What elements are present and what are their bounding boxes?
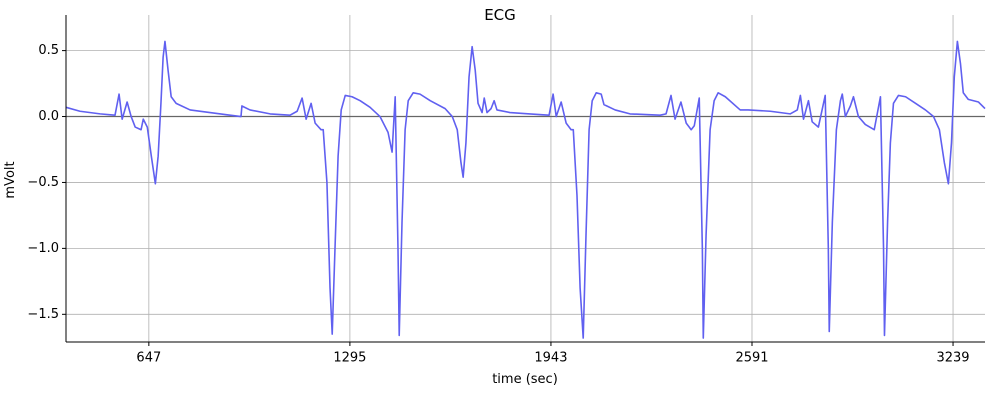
y-tick-label: −0.5 — [27, 175, 59, 190]
y-tick-label: −1.0 — [27, 241, 59, 256]
x-tick-label: 2591 — [735, 351, 768, 366]
data-line — [65, 40, 986, 339]
x-axis-label: time (sec) — [492, 372, 558, 387]
x-tick-label: 647 — [136, 351, 161, 366]
y-tick-label: −1.5 — [27, 307, 59, 322]
chart-title: ECG — [484, 6, 516, 24]
x-tick-label: 1295 — [333, 351, 366, 366]
y-tick-label: 0.5 — [38, 43, 59, 58]
x-tick-label: 3239 — [936, 351, 969, 366]
y-tick-label: 0.0 — [38, 109, 59, 124]
y-axis-label: mVolt — [3, 161, 18, 198]
x-tick-label: 1943 — [534, 351, 567, 366]
